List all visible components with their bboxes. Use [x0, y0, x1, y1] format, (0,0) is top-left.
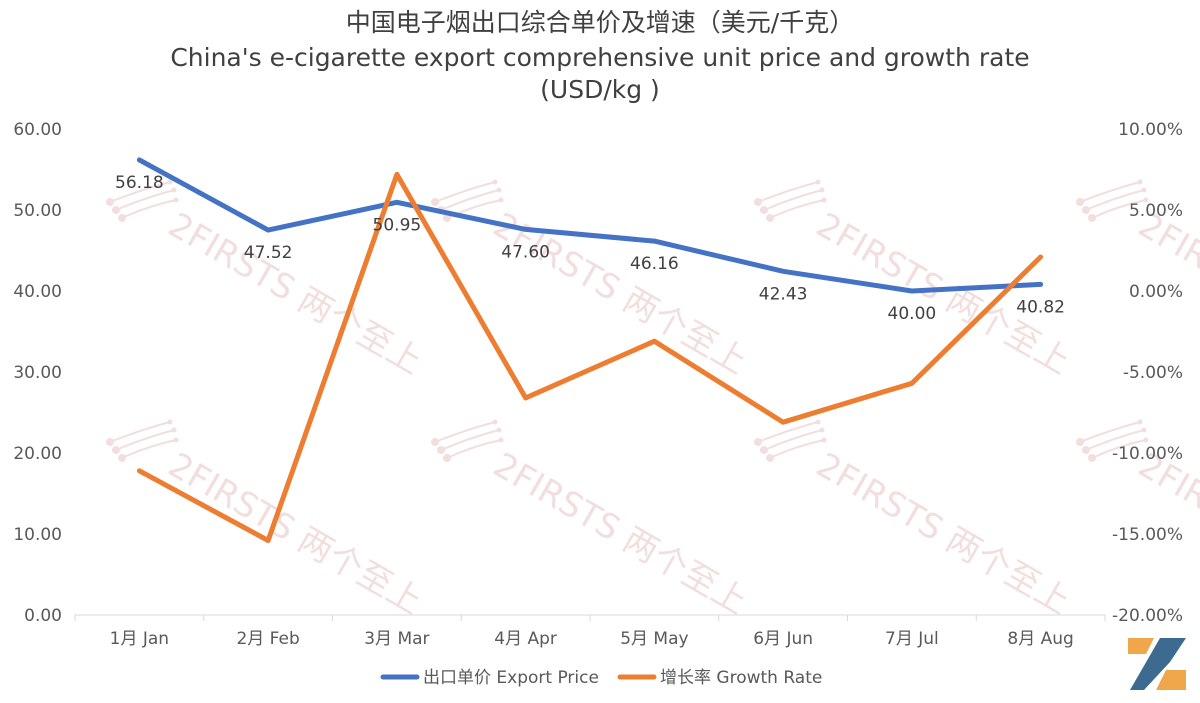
y-right-tick-label: -10.00%: [1112, 444, 1183, 464]
data-label: 47.60: [501, 242, 550, 262]
x-tick-label: 5月 May: [620, 629, 688, 649]
data-label: 47.52: [244, 243, 293, 263]
data-label: 46.16: [630, 254, 679, 274]
chart-title-cn: 中国电子烟出口综合单价及增速（美元/千克）: [345, 8, 855, 37]
data-label: 42.43: [759, 284, 808, 304]
x-axis-ticks: [74, 615, 1106, 621]
x-tick-label: 2月 Feb: [236, 629, 299, 649]
x-tick-label: 1月 Jan: [110, 629, 169, 649]
y-right-tick-label: -5.00%: [1123, 363, 1183, 383]
legend-label: 出口单价 Export Price: [423, 668, 599, 688]
x-tick-label: 3月 Mar: [364, 629, 429, 649]
x-tick-label: 8月 Aug: [1007, 629, 1073, 649]
series-line: [136, 157, 1044, 294]
y-right-tick-label: 0.00%: [1129, 282, 1183, 302]
x-tick-label: 7月 Jul: [885, 629, 939, 649]
series-line: [136, 171, 1044, 543]
y-left-tick-label: 60.00: [13, 120, 62, 140]
series-lines: [136, 157, 1044, 543]
x-axis-labels: 1月 Jan 2月 Feb 3月 Mar 4月 Apr 5月 May 6月 Jun 7月 J…: [110, 629, 1074, 649]
x-tick-label: 4月 Apr: [494, 629, 557, 649]
y-left-tick-label: 40.00: [13, 282, 62, 302]
y-left-tick-label: 30.00: [13, 363, 62, 383]
data-label: 56.18: [115, 173, 164, 193]
data-label: 40.82: [1016, 297, 1065, 317]
data-label: 40.00: [888, 304, 937, 324]
y-right-tick-label: -15.00%: [1112, 525, 1183, 545]
chart-title-unit: (USD/kg ): [540, 75, 660, 104]
legend-label: 增长率 Growth Rate: [660, 668, 822, 688]
y-left-tick-label: 10.00: [13, 525, 62, 545]
data-label: 50.95: [373, 215, 422, 235]
legend: 出口单价 Export Price 增长率 Growth Rate: [380, 668, 822, 688]
x-tick-label: 6月 Jun: [753, 629, 813, 649]
y-right-tick-label: 5.00%: [1129, 201, 1183, 221]
brand-logo: [1128, 638, 1186, 690]
y-right-tick-label: 10.00%: [1118, 120, 1183, 140]
y-axis-right-labels: -20.00% -15.00% -10.00% -5.00% 0.00% 5.00% 10.…: [1112, 120, 1183, 626]
y-left-tick-label: 50.00: [13, 201, 62, 221]
y-left-tick-label: 0.00: [24, 606, 62, 626]
y-axis-left-labels: 0.00 10.00 20.00 30.00 40.00 50.00 60.00: [13, 120, 62, 626]
y-left-tick-label: 20.00: [13, 444, 62, 464]
chart-title-en: China's e-cigarette export comprehensive…: [170, 43, 1030, 72]
y-right-tick-label: -20.00%: [1112, 606, 1183, 626]
data-labels: 56.18 47.52 50.95 47.60 46.16 42.43 40.00 40.82: [115, 173, 1065, 324]
